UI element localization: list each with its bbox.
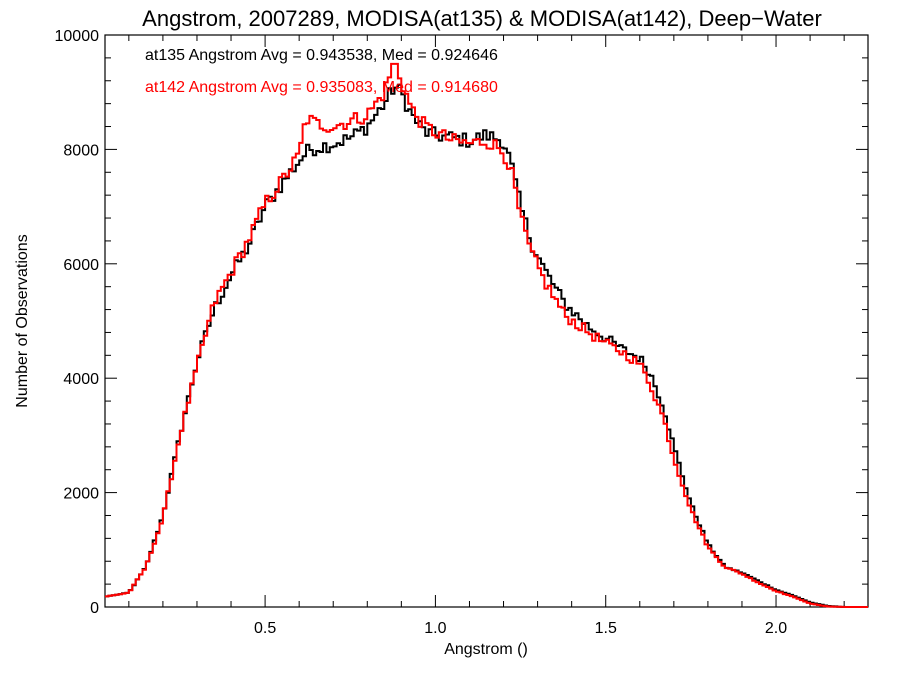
y-tick-label: 8000 [63, 142, 99, 159]
x-axis-label: Angstrom () [444, 641, 528, 658]
plot-frame [104, 34, 869, 608]
chart-title: Angstrom, 2007289, MODISA(at135) & MODIS… [142, 6, 822, 31]
x-tick-label: 2.0 [765, 620, 787, 637]
x-tick-label: 0.5 [254, 620, 276, 637]
series-at142-histogram [105, 62, 868, 608]
annotation-at142: at142 Angstrom Avg = 0.935083, Med = 0.9… [145, 79, 498, 96]
y-axis: 0 2000 4000 6000 8000 10000 [55, 28, 868, 617]
series-at135-histogram [105, 83, 868, 608]
y-tick-label: 0 [90, 600, 99, 617]
y-tick-label: 10000 [55, 28, 100, 45]
y-tick-label: 6000 [63, 257, 99, 274]
y-tick-label: 4000 [63, 371, 99, 388]
y-axis-label: Number of Observations [14, 234, 31, 407]
x-axis: 0.5 1.0 1.5 2.0 [128, 35, 845, 637]
x-tick-label: 1.0 [424, 620, 446, 637]
x-tick-label: 1.5 [595, 620, 617, 637]
y-tick-label: 2000 [63, 486, 99, 503]
annotation-at135: at135 Angstrom Avg = 0.943538, Med = 0.9… [145, 47, 498, 64]
series-layer [105, 62, 868, 608]
